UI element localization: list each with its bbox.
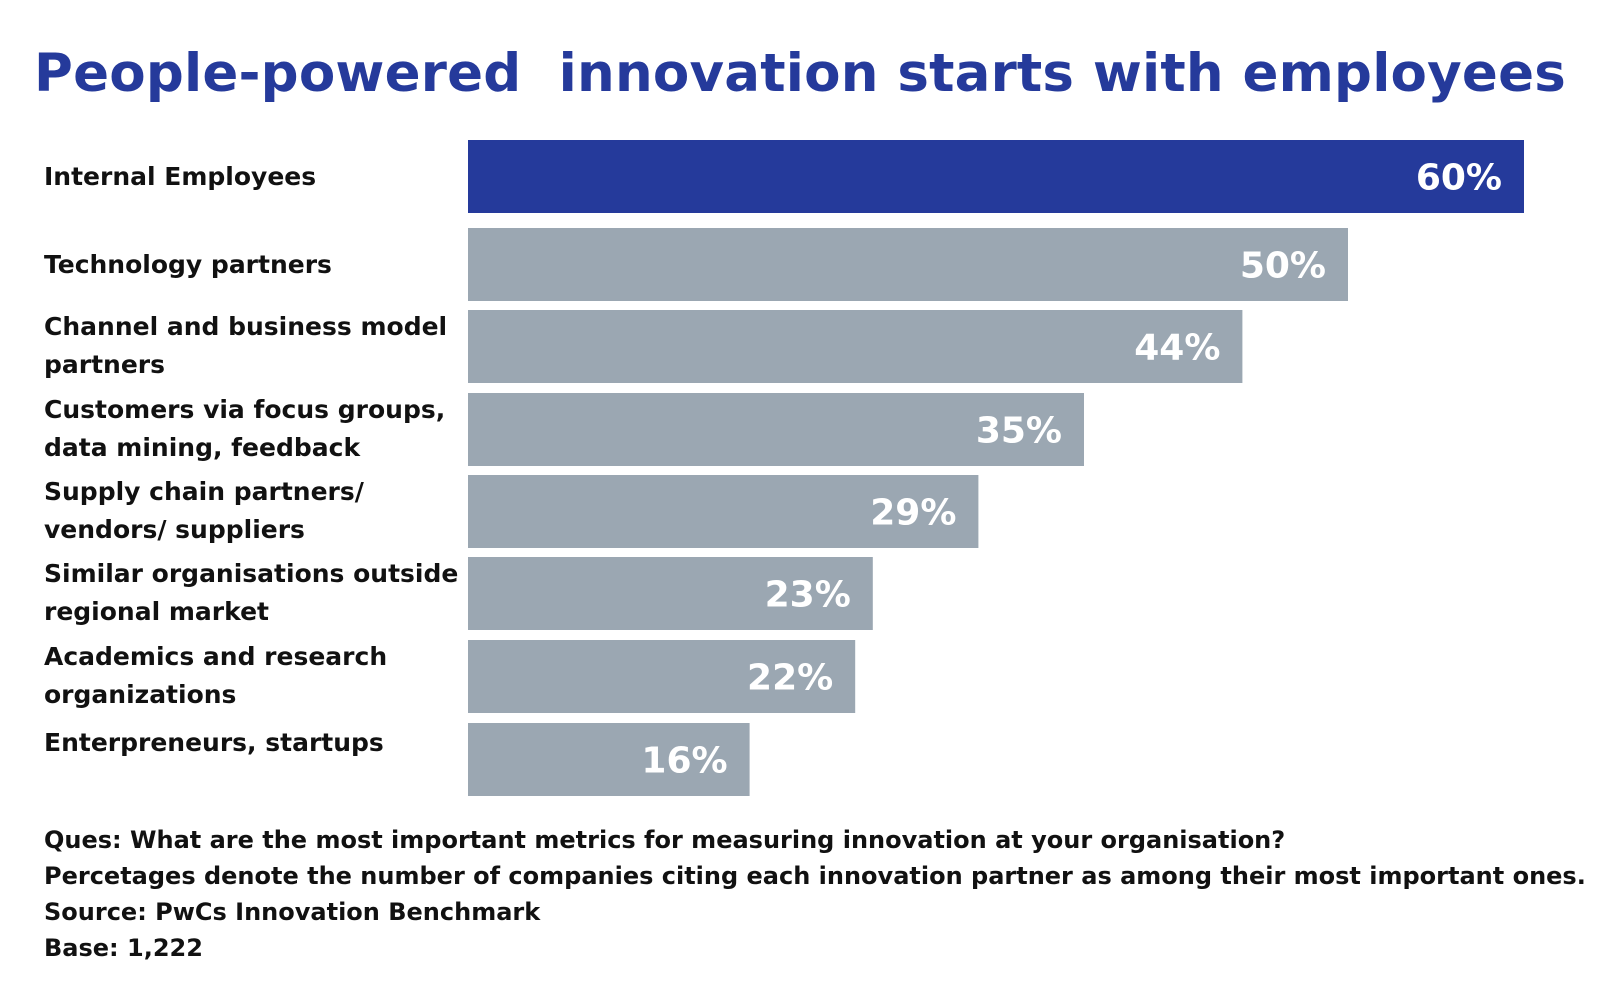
category-label-line: organizations	[44, 680, 237, 709]
bar-value-label-2: 50%	[1240, 246, 1326, 287]
bar-2	[468, 228, 1348, 301]
category-label-1: Internal Employees	[44, 158, 464, 196]
category-label-3: Channel and business model partners	[44, 308, 464, 384]
category-label-2: Technology partners	[44, 246, 464, 284]
footer-note: Percetages denote the number of companie…	[44, 862, 1586, 890]
category-label-line: Enterpreneurs, startups	[44, 728, 384, 757]
bar-value-label-6: 23%	[765, 575, 851, 616]
bar-7	[468, 640, 856, 713]
footer-source: Source: PwCs Innovation Benchmark	[44, 898, 541, 926]
category-label-line: regional market	[44, 597, 269, 626]
footer-question: Ques: What are the most important metric…	[44, 826, 1286, 854]
category-label-line: Academics and research	[44, 642, 388, 671]
category-label-line: Technology partners	[44, 249, 332, 279]
bar-value-label-5: 29%	[870, 493, 956, 534]
category-label-line: Channel and business model	[44, 312, 448, 341]
category-label-8: Enterpreneurs, startups	[44, 724, 464, 762]
category-label-7: Academics and research organizations	[44, 638, 464, 714]
chart-footer: Ques: What are the most important metric…	[44, 822, 1586, 966]
category-label-line: data mining, feedback	[44, 433, 361, 462]
category-label-line: Similar organisations outside	[44, 559, 459, 588]
footer-base: Base: 1,222	[44, 934, 203, 962]
bar-value-label-1: 60%	[1416, 158, 1502, 199]
category-label-6: Similar organisations outside regional ma…	[44, 555, 464, 631]
bar-6	[468, 557, 873, 630]
bar-value-label-8: 16%	[641, 741, 727, 782]
bar-4	[468, 393, 1084, 466]
bar-1	[468, 140, 1524, 213]
category-label-line: Supply chain partners/	[44, 477, 364, 506]
bar-3	[468, 310, 1243, 383]
category-label-line: vendors/ suppliers	[44, 515, 305, 544]
bar-value-label-4: 35%	[976, 411, 1062, 452]
category-label-line: Customers via focus groups,	[44, 395, 446, 424]
bar-5	[468, 475, 979, 548]
category-label-5: Supply chain partners/vendors/ suppliers	[44, 473, 464, 549]
category-label-line: partners	[44, 350, 166, 379]
category-label-line: Internal Employees	[44, 161, 317, 191]
category-label-4: Customers via focus groups, data mining, …	[44, 391, 464, 467]
bar-value-label-7: 22%	[747, 658, 833, 699]
chart-title: People-powered innovation starts with em…	[34, 43, 1566, 104]
bar-value-label-3: 44%	[1134, 328, 1220, 369]
bar-8	[468, 723, 750, 796]
